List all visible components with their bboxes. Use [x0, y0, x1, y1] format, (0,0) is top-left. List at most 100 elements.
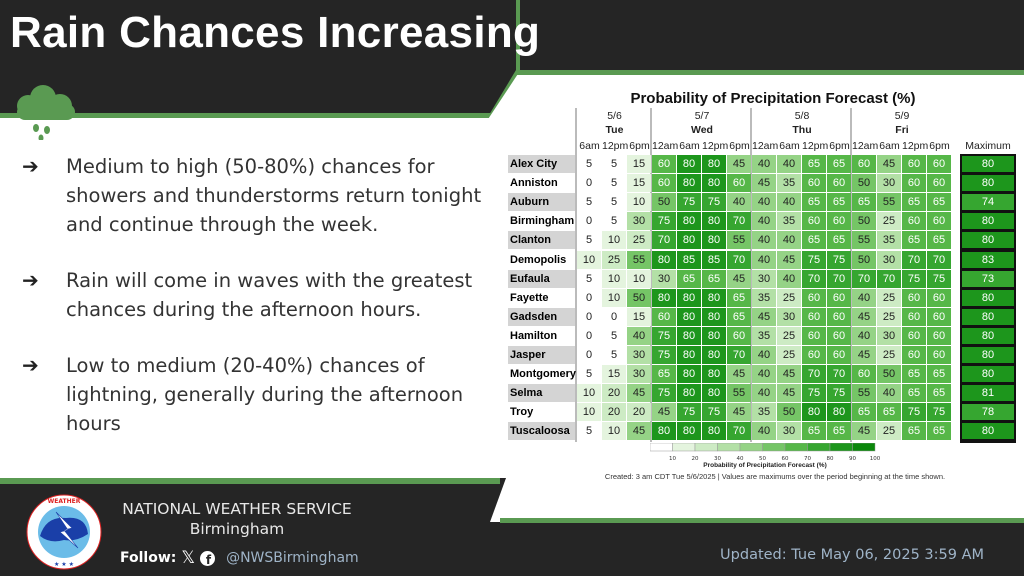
svg-text:★ ★ ★: ★ ★ ★ — [54, 561, 74, 568]
pop-cell: 45 — [727, 365, 751, 384]
pop-cell: 60 — [827, 174, 851, 193]
pop-cell: 75 — [902, 269, 926, 288]
pop-cell: 30 — [627, 346, 651, 364]
day-name: Tue — [605, 124, 624, 136]
pop-cell: 15 — [602, 365, 626, 384]
pop-cell: 30 — [877, 250, 901, 269]
max-cell: 73 — [962, 270, 1014, 287]
updated-time: Updated: Tue May 06, 2025 3:59 AM — [720, 547, 984, 563]
pop-cell: 45 — [652, 403, 676, 422]
pop-cell: 30 — [752, 269, 776, 288]
pop-cell: 65 — [902, 365, 926, 384]
pop-cell: 80 — [677, 384, 701, 403]
pop-cell: 70 — [727, 250, 751, 269]
pop-cell: 80 — [802, 403, 826, 422]
pop-cell: 10 — [602, 231, 626, 250]
pop-cell: 75 — [702, 403, 726, 422]
x-icon[interactable]: 𝕏 — [181, 548, 196, 568]
max-cell: 80 — [962, 175, 1014, 192]
pop-cell: 60 — [927, 174, 951, 193]
time-header: 6pm — [629, 140, 650, 152]
legend-tick: 100 — [870, 456, 881, 462]
pop-cell: 60 — [652, 174, 676, 193]
pop-cell: 75 — [652, 384, 676, 403]
pop-cell: 60 — [727, 174, 751, 193]
bullet-item: ➔ Low to medium (20-40%) chances of light… — [22, 351, 502, 438]
header-accent-line — [505, 70, 1024, 75]
pop-cell: 80 — [702, 422, 726, 441]
pop-cell: 0 — [577, 326, 601, 345]
legend-swatch — [807, 443, 831, 452]
social-handle[interactable]: @NWSBirmingham — [226, 550, 359, 566]
location-name: Jasper — [508, 346, 575, 364]
bullet-list: ➔ Medium to high (50-80%) chances for sho… — [22, 152, 502, 465]
pop-cell: 50 — [852, 212, 876, 231]
legend-swatch — [694, 443, 718, 452]
pop-cell: 75 — [702, 193, 726, 212]
facebook-icon[interactable]: f — [200, 550, 216, 566]
pop-cell: 75 — [802, 384, 826, 403]
pop-cell: 45 — [627, 422, 651, 441]
pop-cell: 0 — [577, 212, 601, 231]
bullet-item: ➔ Rain will come in waves with the greate… — [22, 266, 502, 324]
pop-cell: 80 — [702, 365, 726, 384]
pop-cell: 70 — [802, 365, 826, 384]
pop-cell: 70 — [727, 422, 751, 441]
pop-cell: 45 — [752, 307, 776, 326]
day-divider — [850, 108, 852, 442]
pop-cell: 5 — [602, 212, 626, 231]
pop-cell: 45 — [752, 174, 776, 193]
pop-cell: 45 — [627, 384, 651, 403]
pop-cell: 60 — [927, 288, 951, 307]
location-name: Selma — [508, 384, 575, 403]
time-header: 12am — [752, 140, 779, 152]
footer-notch — [490, 478, 1024, 522]
pop-cell: 0 — [577, 346, 601, 364]
pop-cell: 80 — [652, 422, 676, 441]
pop-cell: 40 — [752, 422, 776, 441]
pop-cell: 30 — [627, 212, 651, 231]
pop-cell: 70 — [927, 250, 951, 269]
time-header: 6am — [879, 140, 900, 152]
pop-cell: 5 — [577, 193, 601, 212]
legend-tick: 30 — [714, 456, 721, 462]
footer-accent-line — [0, 478, 500, 484]
pop-cell: 65 — [927, 384, 951, 403]
time-header: 12pm — [702, 140, 729, 152]
pop-cell: 40 — [627, 326, 651, 345]
page-title: Rain Chances Increasing — [10, 8, 541, 57]
location-name: Montgomery — [508, 365, 576, 384]
day-date: 5/6 — [607, 110, 622, 122]
max-cell: 80 — [962, 156, 1014, 173]
pop-cell: 55 — [852, 384, 876, 403]
pop-cell: 35 — [777, 174, 801, 193]
pop-cell: 70 — [877, 269, 901, 288]
max-cell: 80 — [962, 289, 1014, 306]
pop-cell: 70 — [727, 212, 751, 231]
pop-cell: 80 — [702, 288, 726, 307]
pop-cell: 40 — [727, 193, 751, 212]
pop-cell: 5 — [577, 231, 601, 250]
day-divider — [750, 108, 752, 442]
pop-cell: 80 — [677, 326, 701, 345]
pop-cell: 40 — [752, 193, 776, 212]
pop-cell: 80 — [702, 155, 726, 173]
svg-text:WEATHER: WEATHER — [48, 498, 81, 505]
pop-cell: 65 — [852, 193, 876, 212]
pop-cell: 65 — [827, 422, 851, 441]
max-cell: 80 — [962, 308, 1014, 325]
nws-office: NATIONAL WEATHER SERVICE Birmingham — [112, 500, 362, 538]
legend-tick: 80 — [827, 456, 834, 462]
pop-cell: 5 — [602, 346, 626, 364]
pop-cell: 85 — [702, 250, 726, 269]
pop-cell: 80 — [652, 250, 676, 269]
pop-cell: 35 — [752, 403, 776, 422]
max-cell: 74 — [962, 194, 1014, 211]
pop-cell: 60 — [802, 212, 826, 231]
social-follow: Follow: 𝕏 f @NWSBirmingham — [120, 548, 359, 568]
pop-cell: 45 — [727, 403, 751, 422]
pop-cell: 80 — [677, 231, 701, 250]
pop-cell: 60 — [652, 155, 676, 173]
pop-cell: 45 — [877, 155, 901, 173]
pop-cell: 70 — [827, 365, 851, 384]
